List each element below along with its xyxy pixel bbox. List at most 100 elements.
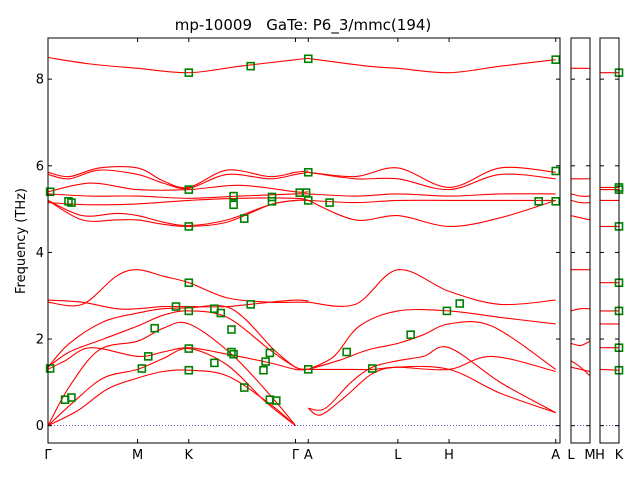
phonon-band-10 (47, 197, 309, 206)
y-tick-label: 8 (36, 73, 44, 88)
x-tick-label: A (551, 448, 560, 463)
phonon-band-28 (570, 366, 591, 373)
comparison-marker-39 (303, 196, 313, 205)
comparison-marker-21 (227, 347, 236, 357)
phonon-band-27 (308, 57, 556, 74)
comparison-marker-15 (184, 185, 194, 194)
panel-frame-0 (47, 37, 561, 444)
comparison-marker-28 (246, 61, 255, 71)
x-tick-label: M (584, 448, 595, 463)
y-tick-label: 0 (36, 419, 44, 434)
comparison-marker-42 (325, 198, 334, 207)
y-tick-label: 6 (36, 159, 44, 174)
phonon-band-9 (47, 199, 309, 227)
phonon-band-16 (307, 365, 556, 416)
y-axis-label: Frequency (THz) (14, 188, 29, 294)
chart-title: mp-10009 GaTe: P6_3/mmc(194) (175, 16, 432, 35)
comparison-marker-6 (137, 364, 147, 373)
comparison-marker-38 (303, 365, 313, 374)
panel-frame-2 (599, 37, 620, 444)
y-tick-label: 4 (36, 246, 44, 261)
phonon-band-22 (308, 199, 556, 204)
comparison-marker-30 (261, 357, 270, 366)
comparison-marker-9 (171, 302, 181, 311)
x-tick-label: A (304, 448, 313, 463)
comparison-marker-46 (442, 306, 452, 316)
comparison-marker-20 (227, 325, 236, 334)
comparison-marker-22 (229, 349, 238, 359)
comparison-marker-25 (239, 383, 249, 392)
x-tick-label: M (132, 448, 143, 463)
phonon-band-6 (47, 269, 309, 307)
comparison-marker-18 (210, 304, 219, 314)
phonon-band-1 (47, 348, 296, 427)
x-tick-label: K (615, 448, 624, 463)
phonon-band-20 (308, 308, 556, 370)
phonon-band-26 (308, 171, 556, 191)
comparison-marker-5 (67, 198, 76, 207)
phonon-band-34 (570, 199, 591, 204)
phonon-band-19 (308, 355, 556, 373)
comparison-marker-50 (551, 166, 561, 176)
phonon-band-5 (47, 304, 309, 370)
phonon-band-2 (47, 321, 296, 427)
comparison-marker-1 (45, 187, 55, 197)
phonon-band-35 (570, 193, 591, 197)
comparison-marker-3 (67, 393, 76, 402)
comparison-marker-8 (150, 323, 159, 333)
comparison-marker-34 (267, 196, 277, 206)
comparison-marker-41 (303, 54, 313, 64)
comparison-marker-29 (259, 365, 268, 375)
comparison-marker-35 (267, 192, 277, 202)
comparison-marker-10 (184, 365, 194, 375)
y-tick-label: 2 (36, 333, 44, 348)
phonon-band-7 (47, 299, 309, 310)
comparison-marker-43 (342, 347, 351, 357)
phonon-band-25 (308, 166, 556, 188)
x-tick-label: H (595, 448, 605, 463)
phonon-band-14 (47, 166, 309, 189)
comparison-marker-33 (271, 396, 281, 405)
phonon-band-15 (47, 56, 309, 74)
x-tick-label: H (444, 448, 454, 463)
phonon-band-13 (47, 169, 309, 190)
comparison-marker-27 (246, 300, 255, 309)
comparison-marker-11 (184, 344, 194, 353)
phonon-band-18 (308, 321, 557, 370)
comparison-marker-17 (210, 358, 219, 368)
x-tick-label: L (394, 448, 402, 463)
comparison-marker-24 (229, 191, 238, 201)
x-tick-label: Γ (44, 448, 52, 463)
comparison-marker-26 (239, 214, 249, 223)
phonon-band-33 (570, 215, 591, 221)
phonon-band-23 (308, 199, 556, 227)
comparison-marker-0 (45, 364, 55, 373)
comparison-marker-13 (184, 278, 194, 288)
comparison-marker-44 (367, 364, 377, 373)
comparison-marker-12 (184, 306, 194, 316)
comparison-marker-16 (184, 68, 194, 77)
comparison-marker-47 (455, 299, 465, 308)
phonon-band-30 (570, 340, 591, 347)
phonon-band-21 (308, 269, 556, 307)
phonon-band-38 (599, 368, 620, 371)
phonon-band-29 (570, 360, 591, 377)
x-tick-label: Γ (292, 448, 300, 463)
comparison-marker-49 (551, 196, 561, 206)
phonon-band-24 (308, 193, 556, 197)
comparison-marker-7 (143, 352, 153, 361)
x-tick-label: K (185, 448, 194, 463)
phonon-band-0 (47, 369, 296, 427)
panel-frame-1 (570, 37, 591, 444)
comparison-marker-31 (265, 348, 275, 358)
comparison-marker-51 (551, 55, 561, 64)
phonon-band-17 (308, 346, 556, 414)
comparison-marker-23 (229, 200, 238, 210)
phonon-band-3 (47, 347, 309, 371)
comparison-marker-14 (184, 222, 194, 231)
comparison-marker-40 (303, 167, 313, 177)
comparison-marker-19 (216, 308, 226, 318)
phonon-band-4 (47, 310, 309, 370)
